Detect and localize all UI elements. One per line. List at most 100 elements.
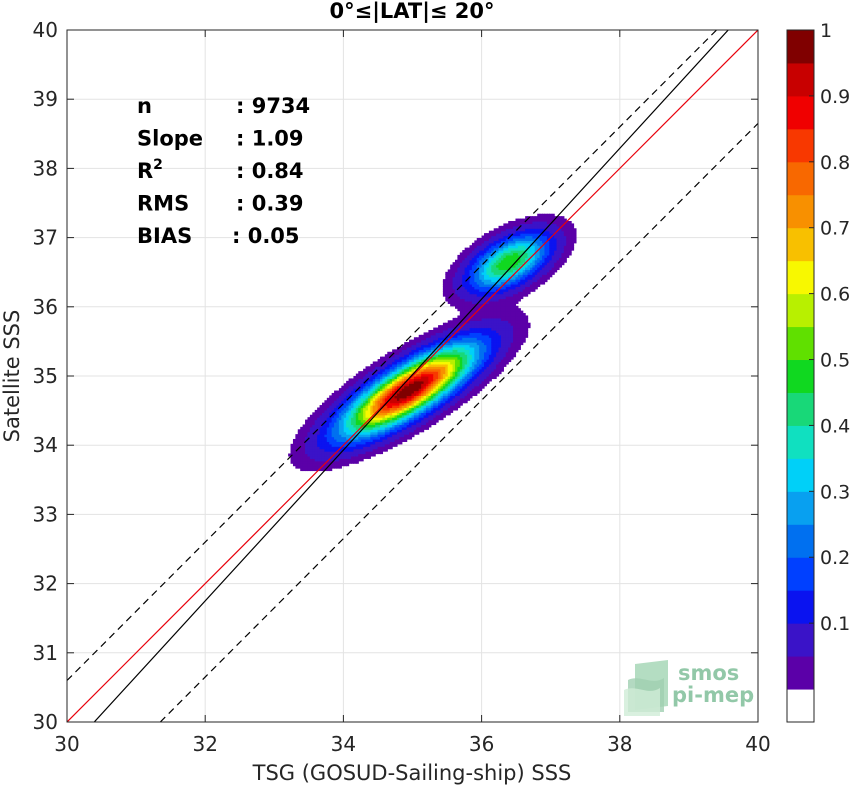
density-cell	[334, 448, 338, 452]
density-cell	[394, 409, 398, 413]
density-cell	[377, 438, 381, 442]
density-cell	[382, 385, 386, 389]
density-cell	[549, 267, 553, 271]
density-cell	[464, 325, 468, 329]
density-cell	[505, 281, 509, 285]
density-cell	[481, 334, 485, 338]
density-cell	[343, 417, 347, 421]
density-cell	[498, 334, 502, 338]
density-cell	[467, 286, 471, 290]
density-cell	[505, 349, 509, 353]
density-cell	[503, 228, 507, 232]
density-cell	[319, 441, 323, 445]
density-cell	[510, 356, 514, 360]
density-cell	[500, 334, 504, 338]
density-cell	[493, 271, 497, 275]
density-cell	[387, 443, 391, 447]
density-cell	[411, 414, 415, 418]
density-cell	[525, 317, 529, 321]
density-cell	[353, 407, 357, 411]
density-cell	[496, 276, 500, 280]
density-cell	[532, 269, 536, 273]
density-cell	[346, 422, 350, 426]
density-cell	[442, 322, 446, 326]
density-cell	[399, 395, 403, 399]
y-tick-label: 33	[33, 502, 58, 526]
density-cell	[377, 395, 381, 399]
chart-title: 0°≤|LAT|≤ 20°	[329, 0, 494, 24]
density-cell	[455, 293, 459, 297]
density-cell	[457, 267, 461, 271]
density-cell	[314, 455, 318, 459]
density-cell	[464, 257, 468, 261]
density-cell	[343, 419, 347, 423]
density-cell	[370, 422, 374, 426]
density-cell	[510, 230, 514, 234]
density-cell	[491, 322, 495, 326]
density-cell	[358, 438, 362, 442]
density-cell	[493, 361, 497, 365]
density-cell	[505, 254, 509, 258]
density-cell	[382, 417, 386, 421]
density-cell	[513, 313, 517, 317]
density-cell	[358, 424, 362, 428]
density-cell	[292, 460, 296, 464]
density-cell	[500, 264, 504, 268]
density-cell	[539, 218, 543, 222]
density-cell	[493, 300, 497, 304]
density-cell	[503, 315, 507, 319]
density-cell	[413, 400, 417, 404]
density-cell	[471, 344, 475, 348]
density-cell	[481, 252, 485, 256]
y-tick-label: 30	[33, 710, 58, 734]
density-cell	[343, 383, 347, 387]
density-cell	[515, 320, 519, 324]
density-cell	[382, 371, 386, 375]
density-cell	[425, 337, 429, 341]
density-cell	[348, 392, 352, 396]
density-cell	[484, 296, 488, 300]
density-cell	[479, 276, 483, 280]
density-cell	[488, 293, 492, 297]
density-cell	[336, 414, 340, 418]
density-cell	[297, 451, 301, 455]
density-cell	[338, 424, 342, 428]
density-cell	[520, 320, 524, 324]
density-cell	[467, 310, 471, 314]
density-cell	[471, 322, 475, 326]
density-cell	[510, 332, 514, 336]
density-cell	[563, 218, 567, 222]
density-cell	[312, 422, 316, 426]
density-cell	[450, 351, 454, 355]
density-cell	[387, 385, 391, 389]
density-cell	[387, 392, 391, 396]
density-cell	[392, 373, 396, 377]
density-cell	[525, 269, 529, 273]
density-cell	[375, 405, 379, 409]
density-cell	[396, 373, 400, 377]
density-cell	[341, 414, 345, 418]
density-cell	[370, 429, 374, 433]
density-cell	[450, 388, 454, 392]
density-cell	[380, 412, 384, 416]
density-cell	[464, 371, 468, 375]
density-cell	[467, 298, 471, 302]
density-cell	[563, 247, 567, 251]
density-cell	[338, 458, 342, 462]
density-cell	[498, 293, 502, 297]
density-cell	[450, 392, 454, 396]
density-cell	[488, 286, 492, 290]
density-cell	[406, 409, 410, 413]
density-cell	[505, 320, 509, 324]
density-cell	[450, 281, 454, 285]
density-cell	[338, 431, 342, 435]
density-cell	[455, 320, 459, 324]
density-cell	[319, 431, 323, 435]
density-cell	[486, 257, 490, 261]
density-cell	[464, 368, 468, 372]
density-cell	[498, 235, 502, 239]
density-cell	[467, 305, 471, 309]
density-cell	[401, 431, 405, 435]
density-cell	[520, 230, 524, 234]
density-cell	[529, 281, 533, 285]
